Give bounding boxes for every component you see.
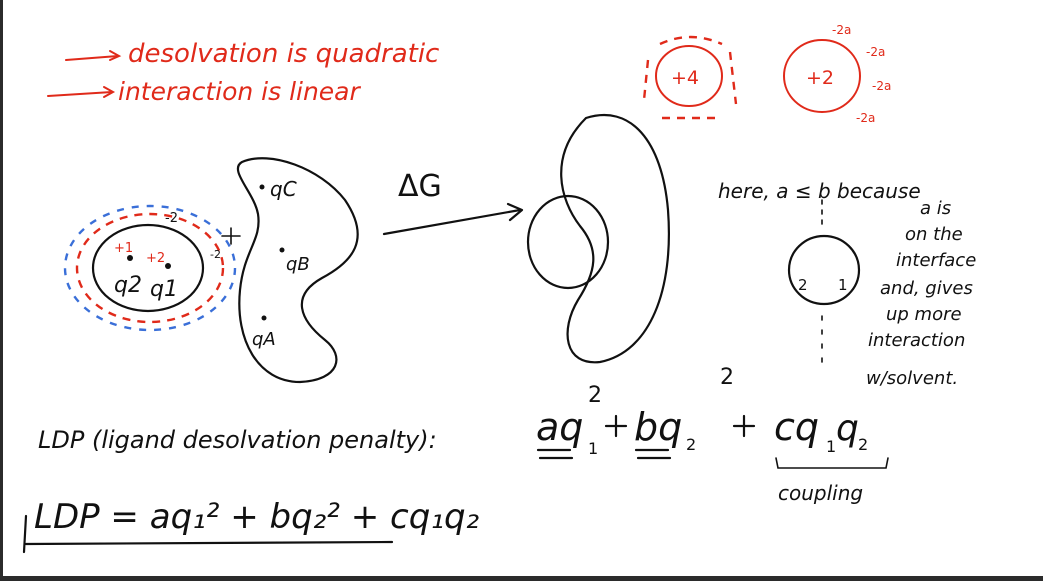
charge-plus4-dash-top xyxy=(659,35,723,46)
inset-label-1: 1 xyxy=(838,276,848,294)
plus-sign-1 xyxy=(604,414,628,438)
explanation-line-3: interface xyxy=(896,250,976,271)
charge-plus4-dash-left xyxy=(642,59,650,101)
complex-ligand-circle xyxy=(526,194,610,290)
ldp-term-a: aq xyxy=(536,405,583,449)
ligand-with-shell: +1 +2 q2 q1 -2 -2 xyxy=(63,204,241,332)
explanation-text: here, a ≤ b because a is on the interfac… xyxy=(718,179,976,389)
charge-plus4-group: +4 xyxy=(642,35,738,120)
explanation-line-5: up more xyxy=(886,304,962,325)
ldp-equation-line2: LDP = aq₁² + bq₂² + cq₁q₂ xyxy=(34,497,480,537)
note-interaction-linear: interaction is linear xyxy=(118,77,362,106)
ldp-term-c-sub1: 1 xyxy=(826,437,836,456)
arrow-shaft-icon xyxy=(382,208,522,236)
protein-pocket: qC qB qA xyxy=(236,157,359,384)
note-desolvation-quadratic: desolvation is quadratic xyxy=(128,39,439,69)
ldp-term-a-sup: 2 xyxy=(588,383,602,408)
ldp-equation-2: LDP = aq₁² + bq₂² + cq₁q₂ xyxy=(22,497,480,554)
ligand-plus2: +2 xyxy=(146,251,165,266)
charge-circle-plus4 xyxy=(655,45,723,107)
inset-label-2: 2 xyxy=(798,276,808,294)
ldp-line2-bracket xyxy=(22,514,28,554)
ldp-equation-1: LDP (ligand desolvation penalty): aq 1 2… xyxy=(38,365,889,505)
underline-b xyxy=(634,448,672,460)
ligand-circle xyxy=(91,223,205,313)
solvation-shell-red xyxy=(75,212,225,324)
explanation-line-6: interaction xyxy=(868,330,965,351)
explanation-line-2: on the xyxy=(905,224,963,245)
ldp-term-c-q: q xyxy=(836,408,859,449)
ligand-atom-q2-dot xyxy=(127,255,133,261)
ldp-term-b-sup: 2 xyxy=(720,365,734,390)
charge-plus4-label: +4 xyxy=(671,67,699,89)
window-bottom-border xyxy=(0,576,1043,581)
ligand-atom-q1-dot xyxy=(165,263,171,269)
shell-plus-mark xyxy=(221,227,241,245)
charge-plus2-label: +2 xyxy=(806,67,834,89)
protein-atom-qb-dot xyxy=(279,247,285,253)
charge-circle-plus2 xyxy=(783,39,861,113)
inset-circle xyxy=(787,234,861,306)
ldp-term-b: bq xyxy=(634,405,682,449)
charge-minus2a-right-1: -2a xyxy=(866,45,885,59)
window-left-border xyxy=(0,0,3,581)
reaction-arrow: ΔG xyxy=(382,169,524,236)
coupling-label: coupling xyxy=(778,481,863,505)
underline-a xyxy=(536,448,574,460)
coupling-bracket xyxy=(775,457,889,469)
complex xyxy=(526,113,670,364)
arrow-1-icon xyxy=(65,55,119,61)
charge-plus4-dash-right xyxy=(728,51,738,105)
red-notes: desolvation is quadratic interaction is … xyxy=(47,39,439,106)
ldp-term-a-sub: 1 xyxy=(588,439,598,458)
protein-qb-label: qB xyxy=(286,254,310,275)
ldp-term-c: cq xyxy=(774,405,819,449)
arrow-head-icon xyxy=(506,202,524,222)
ligand-q2-label: q2 xyxy=(114,273,142,298)
arrow-2-icon xyxy=(47,91,113,97)
ldp-label: LDP (ligand desolvation penalty): xyxy=(38,426,437,454)
arrow-1-head-icon xyxy=(109,50,122,61)
shell-label-minus2: -2 xyxy=(165,211,178,226)
explanation-line-4: and, gives xyxy=(880,278,973,299)
ligand-plus1: +1 xyxy=(114,241,133,256)
charge-minus2a-right-2: -2a xyxy=(872,79,891,93)
explanation-line-7: w/solvent. xyxy=(866,368,958,389)
charge-minus2a-bottom: -2a xyxy=(856,111,875,125)
complex-protein-outline xyxy=(560,113,670,364)
solvation-shell-blue xyxy=(63,204,237,332)
arrow-2-head-icon xyxy=(103,86,116,98)
ldp-term-c-sub2: 2 xyxy=(858,435,868,454)
charge-plus2-group: +2 -2a -2a -2a -2a xyxy=(783,23,891,125)
explanation-head: here, a ≤ b because xyxy=(718,179,921,203)
ldp-line2-underline xyxy=(24,540,394,546)
protein-qc-label: qC xyxy=(270,177,297,201)
protein-outline xyxy=(236,157,359,384)
charge-minus2a-top: -2a xyxy=(832,23,851,37)
delta-g-label: ΔG xyxy=(398,169,442,204)
ligand-q1-label: q1 xyxy=(150,277,178,302)
plus-sign-2 xyxy=(732,414,756,438)
protein-atom-qc-dot xyxy=(259,184,265,190)
explanation-line-1: a is xyxy=(920,198,951,219)
inset-molecule: 2 1 xyxy=(787,199,861,365)
ldp-term-b-sub: 2 xyxy=(686,435,696,454)
protein-atom-qa-dot xyxy=(261,315,267,321)
shell-label-minus2-right: -2 xyxy=(210,248,221,261)
protein-qa-label: qA xyxy=(252,329,276,350)
